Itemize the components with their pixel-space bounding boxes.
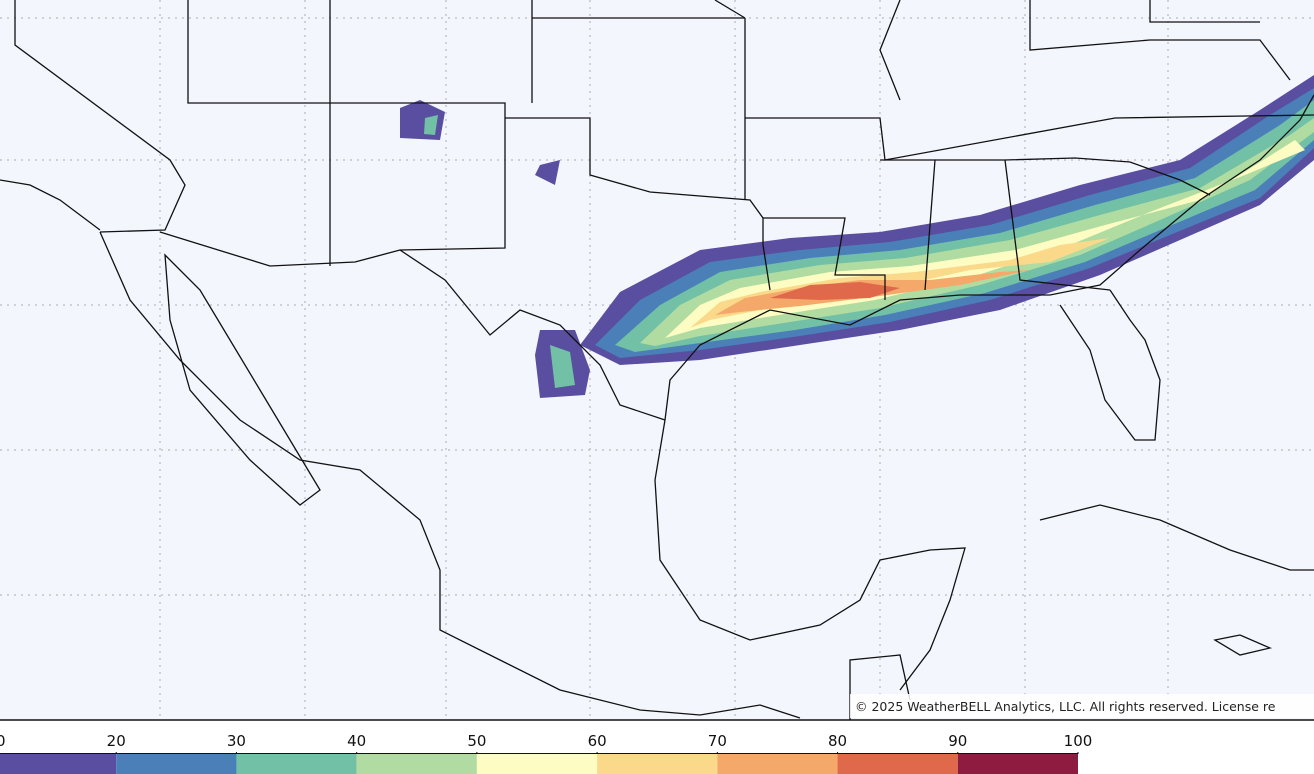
colorbar-segment [957, 754, 1078, 774]
colorbar-tick-label: 50 [467, 732, 486, 750]
colorbar-tick-label: 60 [588, 732, 607, 750]
colorbar-tick-label: 100 [1064, 732, 1093, 750]
colorbar-segment [717, 754, 838, 774]
colorbar-tick-label: 80 [828, 732, 847, 750]
colorbar-tick-label: 90 [948, 732, 967, 750]
colorbar-segment [356, 754, 477, 774]
credit: © 2025 WeatherBELL Analytics, LLC. All r… [855, 699, 1276, 714]
colorbar-tick-label: 40 [347, 732, 366, 750]
colorbar-tick-label: 30 [227, 732, 246, 750]
colorbar-segment [116, 754, 237, 774]
colorbar-segment [236, 754, 357, 774]
map: © 2025 WeatherBELL Analytics, LLC. All r… [0, 0, 1314, 721]
precipitation [400, 75, 1314, 398]
colorbar-segment [837, 754, 958, 774]
credit-box [850, 694, 1314, 718]
colorbar-tick-label: 10 [0, 732, 6, 750]
colorbar: 10 20 30 40 50 60 70 80 90 100 [0, 732, 1092, 774]
borders [0, 0, 1314, 720]
colorbar-tick-label: 70 [708, 732, 727, 750]
colorbar-tick-label: 20 [107, 732, 126, 750]
colorbar-segment [0, 754, 117, 774]
colorbar-segment [597, 754, 718, 774]
colorbar-segment [476, 754, 598, 774]
